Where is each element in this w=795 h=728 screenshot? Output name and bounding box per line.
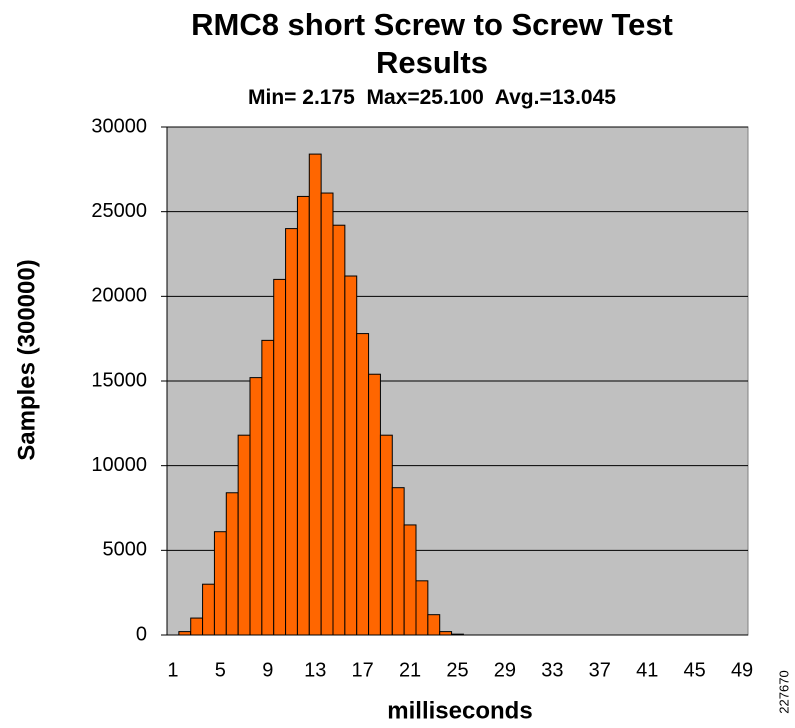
- x-tick-label: 5: [215, 659, 226, 681]
- bar: [344, 275, 358, 636]
- bar: [332, 224, 346, 636]
- bar: [379, 434, 393, 636]
- x-tick-label: 49: [731, 659, 753, 681]
- y-axis-label: Samples (300000): [13, 259, 40, 460]
- y-tick-label: 5000: [103, 539, 148, 561]
- bar: [391, 487, 405, 636]
- bar: [213, 531, 227, 636]
- x-tick-label: 29: [494, 659, 516, 681]
- x-tick-label: 41: [636, 659, 658, 681]
- x-axis-label: milliseconds: [387, 697, 532, 724]
- bar: [190, 617, 204, 636]
- bar: [320, 192, 334, 636]
- y-tick-label: 25000: [91, 200, 147, 222]
- y-tick-label: 30000: [91, 115, 147, 137]
- x-tick-label: 1: [167, 659, 178, 681]
- bar: [439, 631, 453, 636]
- chart-title: RMC8 short Screw to Screw Test Results: [191, 7, 673, 80]
- x-tick-label: 21: [399, 659, 421, 681]
- bar: [178, 631, 192, 636]
- x-tick-label: 13: [304, 659, 326, 681]
- bar: [403, 524, 417, 636]
- bar: [261, 339, 275, 636]
- x-tick-label: 33: [541, 659, 563, 681]
- y-tick-label: 15000: [91, 369, 147, 391]
- bar: [296, 195, 310, 636]
- bar: [225, 492, 239, 636]
- bar: [285, 228, 298, 636]
- bar: [308, 153, 322, 636]
- bar: [415, 580, 429, 636]
- y-tick-label: 20000: [91, 285, 147, 307]
- bar: [237, 434, 251, 636]
- bar: [427, 614, 441, 636]
- x-tick-label: 37: [589, 659, 611, 681]
- bar: [202, 583, 215, 636]
- x-tick-label: 45: [684, 659, 706, 681]
- x-tick-label: 25: [446, 659, 468, 681]
- bar: [249, 377, 263, 636]
- y-tick-label: 0: [136, 623, 147, 645]
- chart-subtitle: Min= 2.175 Max=25.100 Avg.=13.045: [248, 86, 616, 109]
- bar: [368, 373, 381, 636]
- x-tick-label: 17: [352, 659, 374, 681]
- y-tick-label: 10000: [91, 454, 147, 476]
- figure-id: 227670: [776, 670, 791, 713]
- x-tick-label: 9: [262, 659, 273, 681]
- bar: [356, 333, 370, 636]
- bar: [273, 278, 287, 636]
